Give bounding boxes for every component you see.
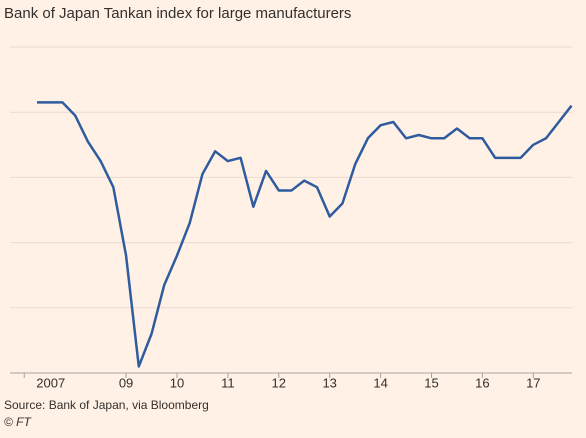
x-tick-label: 16 [475, 375, 489, 390]
x-tick-label: 15 [424, 375, 438, 390]
x-tick-label: 11 [221, 375, 235, 390]
x-tick-label: 10 [170, 375, 184, 390]
chart-title: Bank of Japan Tankan index for large man… [4, 5, 351, 22]
x-tick-label: 14 [373, 375, 387, 390]
credit: © FT [4, 415, 33, 429]
x-tick-label: 17 [526, 375, 540, 390]
source: Source: Bank of Japan, via Bloomberg [4, 398, 209, 412]
x-tick-label: 12 [272, 375, 286, 390]
x-tick-label: 09 [119, 375, 133, 390]
data-line [36, 101, 573, 368]
x-tick-label: 2007 [36, 375, 65, 390]
x-tick-label: 13 [322, 375, 336, 390]
